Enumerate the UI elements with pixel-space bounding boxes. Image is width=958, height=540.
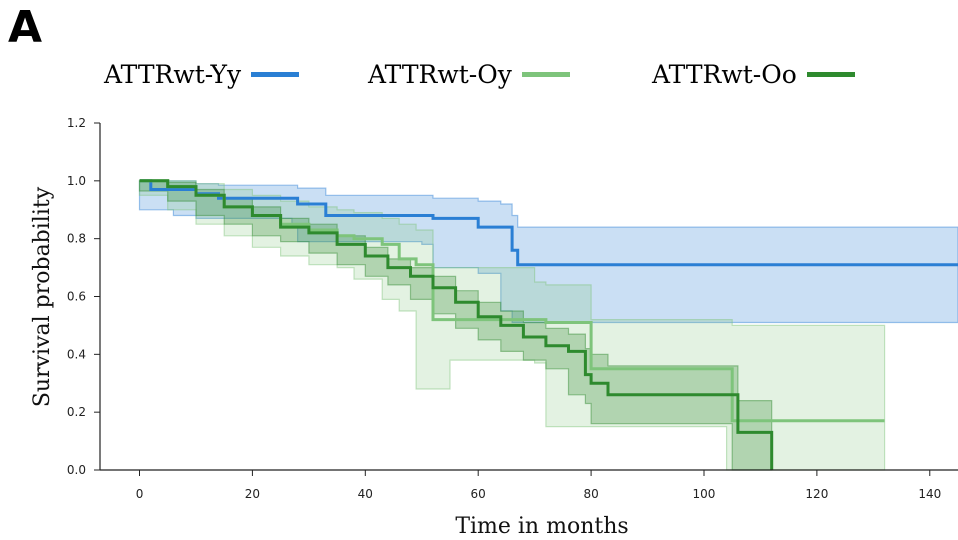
legend-swatch-oy xyxy=(521,72,570,77)
legend-item-oy: ATTRwt-Oy xyxy=(368,60,570,89)
y-tick-label: 0.6 xyxy=(67,290,86,304)
confidence-bands xyxy=(138,180,958,471)
legend-item-oo: ATTRwt-Oo xyxy=(652,60,855,89)
x-tick-label: 20 xyxy=(245,487,260,501)
y-axis-label: Survival probability xyxy=(30,186,55,407)
x-tick-label: 80 xyxy=(583,487,598,501)
legend-label-yy: ATTRwt-Yy xyxy=(104,60,242,89)
y-tick-label: 1.0 xyxy=(67,174,86,188)
x-axis-label: Time in months xyxy=(455,514,628,539)
y-tick-label: 0.8 xyxy=(67,232,86,246)
legend: ATTRwt-Yy ATTRwt-Oy ATTRwt-Oo xyxy=(0,60,958,100)
survival-curve-yy xyxy=(139,179,958,267)
y-tick-label: 0.0 xyxy=(67,463,86,477)
legend-item-yy: ATTRwt-Yy xyxy=(104,60,300,89)
y-tick-label: 0.4 xyxy=(67,347,86,361)
axes: 0.0 0.2 0.4 0.6 0.8 1.0 1.2 0 20 40 60 80 100 120 140 xyxy=(67,116,958,501)
x-tick-label: 100 xyxy=(693,487,716,501)
y-tick-label: 0.2 xyxy=(67,405,86,419)
x-tick-label: 120 xyxy=(805,487,828,501)
legend-swatch-oo xyxy=(806,72,855,77)
survival-curve-oo xyxy=(139,179,774,470)
y-tick-label: 1.2 xyxy=(67,116,86,130)
panel-label: A xyxy=(8,2,43,53)
legend-swatch-yy xyxy=(251,72,300,77)
x-tick-label: 140 xyxy=(918,487,941,501)
survival-curves xyxy=(139,179,958,470)
x-tick-label: 40 xyxy=(358,487,373,501)
x-tick-label: 60 xyxy=(471,487,486,501)
x-tick-label: 0 xyxy=(136,487,144,501)
legend-label-oo: ATTRwt-Oo xyxy=(652,60,797,89)
legend-label-oy: ATTRwt-Oy xyxy=(368,60,512,89)
